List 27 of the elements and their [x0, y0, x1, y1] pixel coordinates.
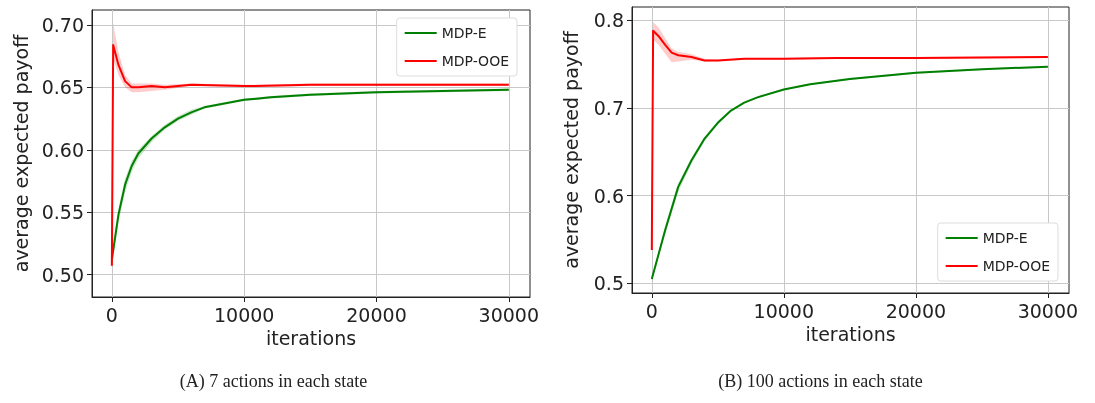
x-tick-label: 30000	[478, 303, 540, 326]
y-tick-label: 0.70	[41, 13, 84, 36]
y-tick-label: 0.50	[41, 263, 84, 286]
x-tick-label: 0	[645, 299, 658, 322]
text: (B) 100 actions in each state	[718, 371, 923, 392]
x-axis-title: iterations	[805, 323, 896, 346]
y-tick-label: 0.55	[41, 201, 84, 224]
x-tick-label: 10000	[213, 303, 275, 326]
legend-label: MDP-E	[441, 25, 487, 41]
y-tick-label: 0.65	[41, 76, 84, 99]
y-tick-label: 0.7	[593, 96, 624, 119]
y-axis-title: average expected payoff	[559, 30, 582, 269]
legend-label: MDP-OOE	[982, 258, 1051, 274]
y-tick-label: 0.60	[41, 138, 84, 161]
x-tick-label: 20000	[885, 299, 947, 322]
x-tick-label: 0	[105, 303, 118, 326]
legend-label: MDP-E	[982, 230, 1028, 246]
y-tick-label: 0.8	[593, 9, 624, 32]
y-axis-title: average expected payoff	[10, 33, 33, 273]
x-tick-label: 10000	[753, 299, 815, 322]
y-tick-label: 0.5	[593, 272, 624, 295]
text: (A) 7 actions in each state	[179, 371, 368, 392]
x-tick-label: 30000	[1017, 299, 1079, 322]
y-tick-label: 0.6	[593, 184, 624, 207]
x-axis-title: iterations	[265, 327, 357, 350]
legend-label: MDP-OOE	[441, 53, 510, 69]
x-tick-label: 20000	[346, 303, 407, 326]
